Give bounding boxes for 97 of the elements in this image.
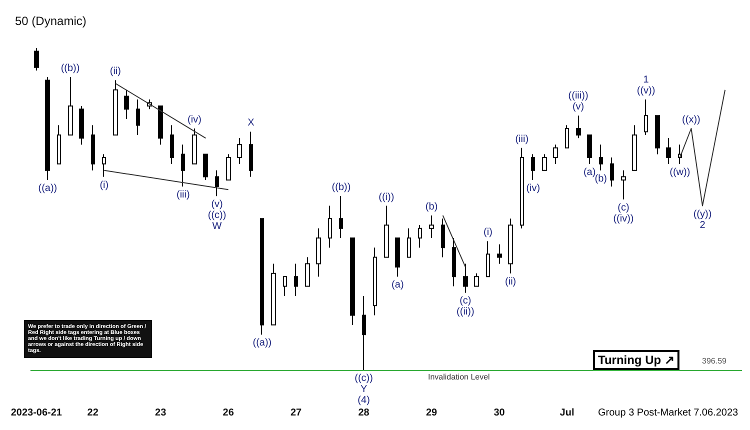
candlestick: [283, 276, 287, 296]
candlestick: [531, 154, 535, 181]
candlestick: [553, 144, 558, 164]
candlestick: [599, 144, 603, 171]
text: (a): [392, 280, 404, 291]
chart-title: 50 (Dynamic): [15, 14, 86, 28]
text: (c) ((ii)): [456, 296, 474, 318]
text: (iv): [526, 183, 540, 194]
text: ((y)) 2: [693, 208, 712, 231]
text: (c) ((iv)): [613, 202, 634, 224]
candlestick: [542, 154, 547, 171]
text: (b): [425, 201, 438, 212]
candlestick: [373, 247, 377, 316]
candlestick: [632, 124, 637, 171]
text: (ii): [505, 276, 516, 288]
candlestick: [79, 105, 84, 146]
annotation: 396.59: [702, 356, 728, 366]
candlestick: [463, 263, 468, 294]
candlestick: [350, 237, 355, 326]
candlestick: [429, 214, 434, 238]
candlestick: [328, 205, 332, 248]
text: (b): [594, 173, 607, 184]
candlestick: [215, 170, 219, 197]
candlestick: [520, 147, 524, 229]
text: ((c)) Y (4): [354, 373, 373, 406]
candlestick: [68, 76, 73, 136]
annotation: Turning Up ↗: [598, 353, 674, 367]
candlestick: [34, 48, 39, 72]
candlestick: [565, 124, 569, 148]
candlestick: [91, 124, 95, 171]
text: ((b)): [332, 182, 351, 194]
candlestick: [192, 128, 197, 164]
text: (iii): [176, 189, 190, 200]
candlestick: [237, 138, 242, 164]
candlestick: [316, 228, 321, 278]
candlestick: [441, 218, 445, 258]
candlestick: [587, 134, 592, 164]
candlestick: [418, 224, 422, 248]
candlestick: [249, 131, 253, 178]
text: (ii): [110, 66, 121, 78]
candlestick: [203, 154, 208, 181]
x-tick-label: 28: [358, 408, 370, 418]
x-tick-label: 27: [290, 408, 302, 418]
candlestick: [102, 154, 106, 178]
x-tick-label: 29: [426, 408, 438, 418]
text: ((w)): [670, 166, 690, 178]
candlestick: [497, 244, 502, 264]
candlestick: [621, 170, 626, 200]
text: ((x)): [682, 114, 700, 126]
text: (iv): [188, 114, 202, 126]
candlestick: [508, 218, 513, 274]
candlestick: [452, 237, 456, 287]
candlestick: [226, 154, 231, 181]
text: (v) ((c)) W: [208, 199, 226, 232]
candlestick: [271, 263, 276, 326]
text: (i): [484, 227, 492, 238]
candlestick: [339, 196, 343, 238]
candlestick: [136, 99, 140, 136]
text: 1 ((v)): [636, 74, 656, 97]
text: X: [248, 118, 254, 129]
ref-line-label: Invalidation Level: [428, 372, 490, 382]
x-tick-label: 2023-06-21: [10, 408, 62, 418]
candlestick: [294, 263, 298, 296]
candlestick: [395, 237, 400, 278]
x-tick-label: 26: [222, 408, 234, 418]
candlestick: [362, 295, 366, 370]
candlestick: [305, 256, 310, 287]
candlestick: [384, 205, 389, 258]
candlestick: [576, 115, 581, 139]
candlestick: [158, 105, 163, 146]
x-tick-label: Jul: [560, 408, 574, 418]
x-tick-label: 23: [155, 408, 167, 418]
candlestick: [655, 115, 660, 155]
candlestick: [57, 124, 61, 164]
candlestick: [610, 156, 614, 187]
candlestick: [486, 240, 490, 278]
text: ((a)): [38, 183, 58, 194]
candlestick: [666, 138, 671, 164]
candlestick: [644, 99, 648, 136]
candlestick: [474, 272, 479, 287]
candlestick: [124, 89, 129, 120]
candlestick: [113, 80, 118, 136]
candlestick: [45, 76, 50, 181]
candlestick: [181, 144, 185, 187]
text: (iii): [515, 134, 529, 145]
candlestick: [260, 218, 264, 336]
x-tick-label: 22: [87, 408, 99, 418]
text: (i): [100, 180, 109, 191]
candlestick: [407, 228, 411, 258]
text: Group 3 Post-Market 7.06.2023: [598, 408, 739, 418]
candlestick: [170, 124, 174, 164]
text: ((a)): [252, 338, 272, 349]
text: ((i)): [378, 192, 394, 203]
x-tick-label: 30: [494, 408, 506, 418]
text: ((iii)) (v): [568, 90, 588, 113]
text: (a): [583, 166, 596, 178]
text: ((b)): [60, 62, 80, 74]
